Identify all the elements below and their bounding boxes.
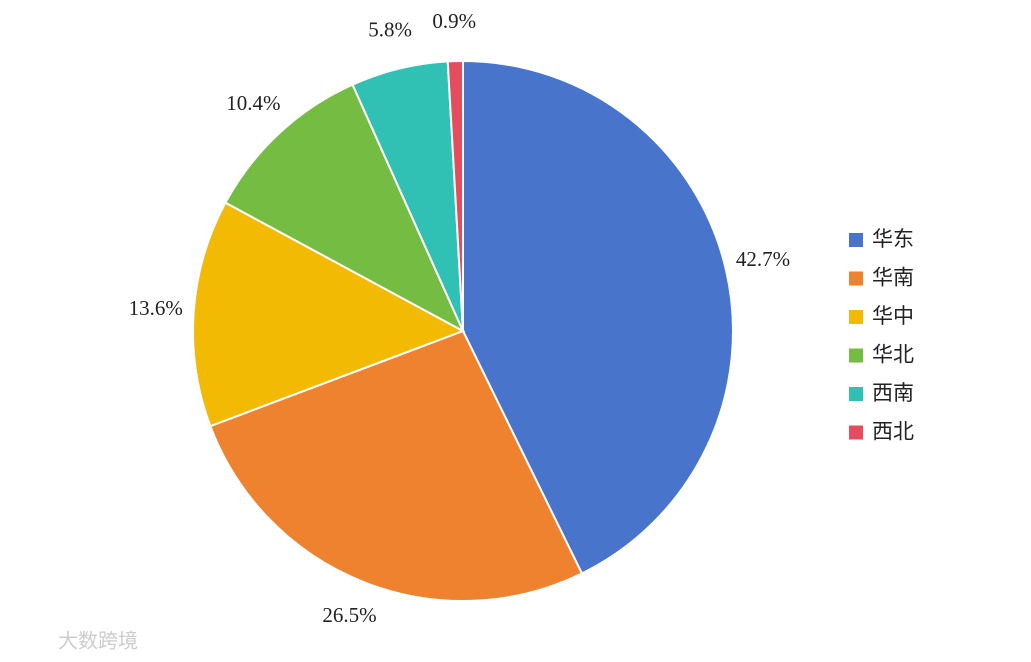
legend-label: 西北 bbox=[872, 420, 914, 444]
pie-slice bbox=[192, 201, 466, 428]
pie-slice bbox=[224, 83, 466, 334]
legend-swatch bbox=[849, 348, 863, 363]
legend-swatch bbox=[849, 310, 863, 324]
pie-slice bbox=[462, 59, 734, 575]
data-label: 0.9% bbox=[432, 9, 476, 33]
pie-slice bbox=[446, 59, 464, 332]
legend-swatch bbox=[849, 425, 863, 440]
legend-swatch bbox=[849, 233, 863, 247]
legend-label: 华东 bbox=[872, 227, 914, 251]
data-label: 26.5% bbox=[322, 603, 376, 627]
legend-swatch bbox=[849, 271, 863, 286]
legend-label: 华中 bbox=[872, 304, 914, 328]
legend-label: 华南 bbox=[872, 266, 914, 290]
pie-slice bbox=[209, 329, 584, 602]
data-label: 5.8% bbox=[368, 18, 412, 42]
legend-label: 华北 bbox=[872, 343, 914, 367]
watermark: 大数跨境 bbox=[58, 629, 138, 653]
data-label: 13.6% bbox=[129, 296, 183, 320]
legend-swatch bbox=[849, 387, 863, 401]
data-label: 10.4% bbox=[226, 91, 280, 115]
data-label: 42.7% bbox=[736, 247, 790, 271]
legend-label: 西南 bbox=[872, 381, 914, 405]
